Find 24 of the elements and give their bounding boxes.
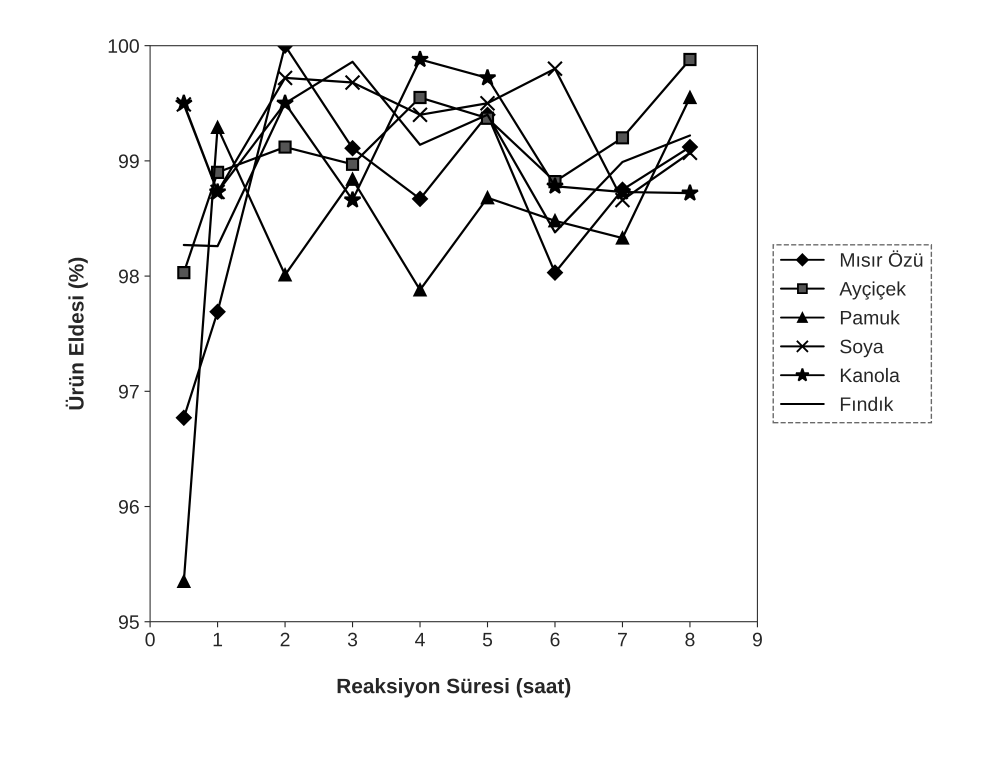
- y-axis-title: Ürün Eldesi (%): [66, 258, 88, 410]
- legend-label: Kanola: [840, 368, 900, 382]
- x-tick-label: 8: [685, 632, 695, 646]
- x-tick-label: 7: [618, 632, 627, 646]
- x-tick-label: 0: [145, 632, 155, 646]
- x-tick-label: 6: [550, 632, 560, 646]
- y-tick-label: 95: [118, 615, 139, 629]
- x-tick-label: 3: [348, 632, 358, 646]
- legend-label: Pamuk: [840, 310, 900, 325]
- y-tick-label: 96: [118, 500, 139, 514]
- y-tick-label: 97: [118, 384, 139, 399]
- legend-label: Fındık: [840, 396, 894, 412]
- x-axis-title: Reaksiyon Süresi (saat): [338, 678, 570, 698]
- x-tick-label: 9: [752, 632, 762, 646]
- y-tick-label: 98: [118, 270, 139, 284]
- legend-label: Mısır Özü: [840, 250, 922, 267]
- x-tick-label: 4: [415, 632, 425, 646]
- y-tick-label: 100: [108, 39, 139, 53]
- y-tick-label: 99: [118, 154, 139, 168]
- x-tick-label: 2: [280, 632, 290, 646]
- legend-label: Ayçiçek: [839, 281, 906, 300]
- x-tick-label: 1: [214, 632, 222, 646]
- legend-label: Soya: [840, 340, 884, 358]
- x-tick-label: 5: [482, 632, 492, 646]
